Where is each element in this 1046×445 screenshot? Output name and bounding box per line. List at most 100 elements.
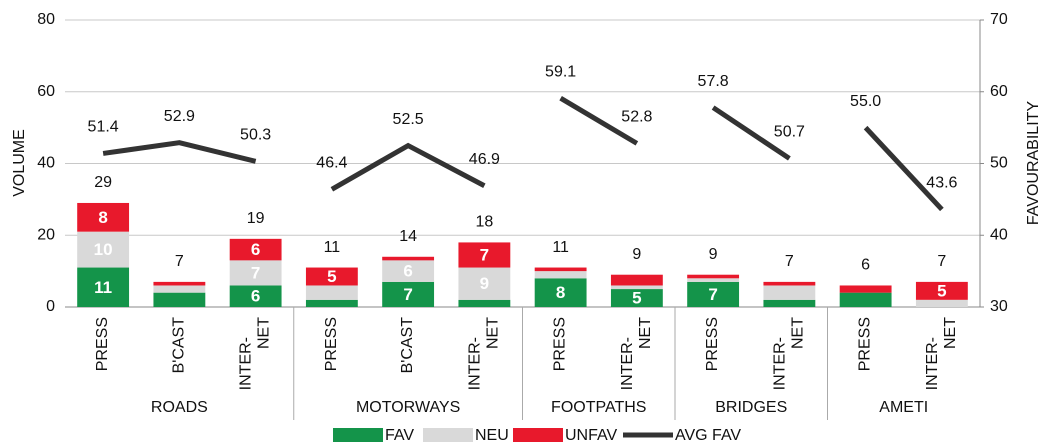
bar-segment — [458, 299, 511, 307]
y2-tick-label: 50 — [990, 155, 1008, 172]
bar-segment — [687, 274, 740, 279]
bar-segment — [839, 292, 892, 307]
x-tick-label: INTER-NET — [772, 317, 807, 391]
bar-value-label: 7 — [251, 263, 260, 282]
bar-segment — [229, 260, 282, 286]
x-tick-label: PRESS — [552, 317, 569, 371]
legend-label: AVG FAV — [675, 427, 741, 444]
bar-segment — [305, 299, 358, 307]
legend-label: FAV — [385, 427, 414, 444]
total-label: 7 — [785, 253, 794, 270]
bar-value-label: 7 — [708, 285, 717, 304]
x-tick-label: B'CAST — [171, 317, 188, 374]
bar-value-label: 6 — [403, 262, 412, 281]
bar-value-label: 11 — [94, 278, 112, 297]
bar-segment — [763, 281, 816, 286]
line-value-label: 59.1 — [545, 63, 576, 80]
x-tick-label: INTER-NET — [467, 317, 502, 391]
x-tick-label: PRESS — [704, 317, 721, 371]
group-label: MOTORWAYS — [356, 399, 460, 416]
legend-label: NEU — [475, 427, 509, 444]
bar-value-label: 9 — [480, 274, 489, 293]
total-label: 11 — [552, 239, 569, 256]
line-value-label: 50.3 — [240, 127, 271, 144]
line — [711, 105, 791, 161]
bar-segment — [839, 285, 892, 293]
line-value-label: 46.4 — [316, 155, 347, 172]
x-tick-label: PRESS — [94, 317, 111, 371]
line-value-label: 52.5 — [393, 111, 424, 128]
bar-segment — [915, 281, 968, 300]
legend-swatch — [513, 428, 563, 442]
total-label: 29 — [94, 174, 112, 191]
y2-tick-label: 30 — [990, 298, 1008, 315]
bar-value-label: 8 — [556, 283, 565, 302]
line-value-label: 51.4 — [88, 119, 119, 136]
line-value-label: 43.6 — [926, 175, 957, 192]
line-value-label: 52.9 — [164, 108, 195, 125]
x-tick-label: PRESS — [323, 317, 340, 371]
bar-segment — [153, 281, 206, 286]
bar-value-label: 6 — [251, 287, 260, 306]
bar-segment — [687, 281, 740, 307]
y2-tick-label: 60 — [990, 83, 1008, 100]
legend-swatch — [333, 428, 383, 442]
bar-value-label: 10 — [94, 240, 113, 259]
group-label: ROADS — [151, 399, 208, 416]
bar-segment — [77, 202, 130, 232]
bar-segment — [534, 267, 587, 272]
total-label: 11 — [324, 239, 341, 256]
legend-label: UNFAV — [565, 427, 617, 444]
line-value-label: 57.8 — [698, 73, 729, 90]
y-axis-title: VOLUME — [11, 129, 28, 197]
y2-axis-title: FAVOURABILITY — [1025, 101, 1042, 226]
total-label: 7 — [937, 253, 946, 270]
line-value-label: 52.8 — [621, 109, 652, 126]
y2-tick-label: 40 — [990, 226, 1008, 243]
bar-segment — [77, 231, 130, 268]
total-label: 14 — [399, 228, 417, 245]
bar-segment — [534, 278, 587, 307]
bar-segment — [153, 292, 206, 307]
bar-segment — [305, 285, 358, 300]
bar-segment — [305, 267, 358, 286]
bar-segment — [382, 281, 435, 307]
bar-segment — [915, 299, 968, 307]
y-tick-label: 0 — [46, 298, 55, 315]
bar-segment — [153, 285, 206, 293]
group-label: BRIDGES — [715, 399, 787, 416]
total-label: 9 — [709, 246, 718, 263]
total-label: 7 — [175, 253, 184, 270]
total-label: 6 — [861, 257, 870, 274]
bar-segment — [610, 285, 663, 290]
bar-segment — [534, 271, 587, 279]
bar-value-label: 5 — [632, 289, 641, 308]
y-tick-label: 40 — [37, 155, 55, 172]
total-label: 19 — [247, 210, 265, 227]
x-tick-label: INTER-NET — [238, 317, 273, 391]
line — [559, 96, 639, 146]
bar-segment — [610, 274, 663, 286]
y-tick-label: 20 — [37, 226, 55, 243]
bar-value-label: 8 — [98, 208, 107, 227]
bar-segment — [382, 256, 435, 261]
line — [863, 125, 944, 212]
bar-value-label: 7 — [480, 245, 489, 264]
x-tick-label: INTER-NET — [924, 317, 959, 391]
y-tick-label: 80 — [37, 11, 55, 28]
y2-tick-label: 70 — [990, 11, 1008, 28]
bar-segment — [687, 278, 740, 282]
bar-segment — [229, 238, 282, 261]
bar-segment — [77, 267, 130, 307]
bar-segment — [610, 289, 663, 307]
bar-value-label: 7 — [403, 285, 412, 304]
bar-segment — [763, 299, 816, 307]
bar-value-label: 5 — [327, 267, 336, 286]
bar-value-label: 6 — [251, 240, 260, 259]
bar-segment — [382, 260, 435, 282]
line — [330, 142, 486, 192]
total-label: 9 — [632, 246, 641, 263]
x-tick-label: B'CAST — [399, 317, 416, 374]
y-tick-label: 60 — [37, 83, 55, 100]
